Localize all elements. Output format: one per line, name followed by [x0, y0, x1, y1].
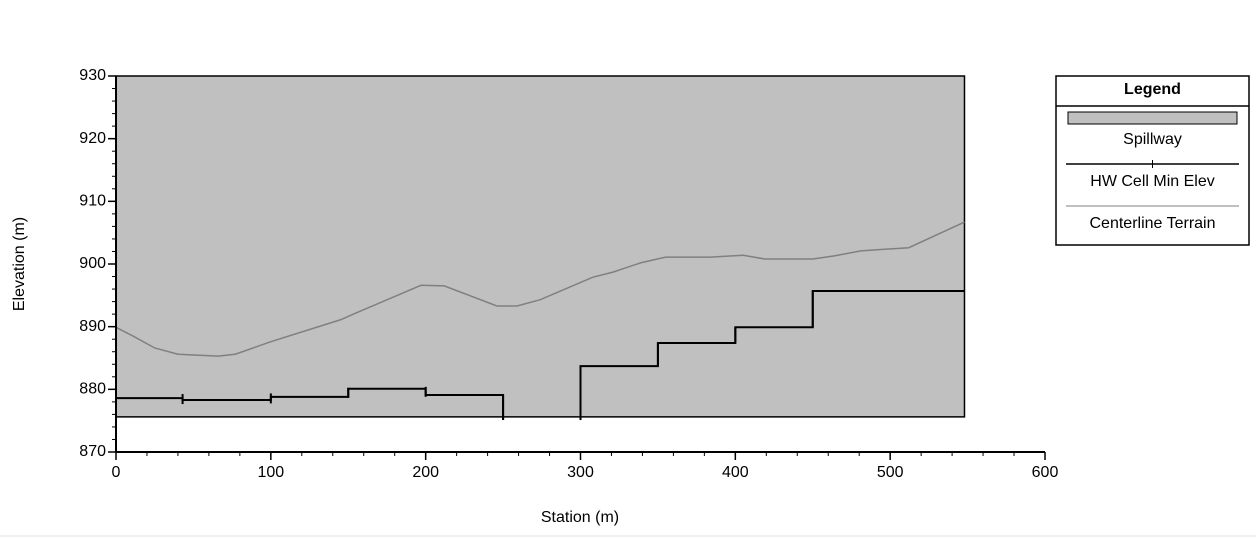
y-tick-label: 880 — [79, 381, 106, 398]
y-tick-label: 900 — [79, 255, 106, 272]
terrain-line — [115, 221, 965, 357]
y-tick-label: 930 — [79, 67, 106, 84]
y-tick-label: 870 — [79, 443, 106, 460]
legend-title: Legend — [1124, 81, 1181, 98]
y-tick-label: 920 — [79, 130, 106, 147]
y-tick-label: 910 — [79, 193, 106, 210]
legend-box — [1055, 75, 1250, 246]
legend-swatch — [1067, 111, 1238, 125]
spillway-area — [115, 75, 966, 418]
legend-label: HW Cell Min Elev — [1090, 173, 1214, 190]
legend-label: Centerline Terrain — [1090, 215, 1216, 232]
x-axis-label: Station (m) — [541, 509, 619, 526]
y-tick-label: 890 — [79, 318, 106, 335]
x-tick-label: 600 — [1032, 464, 1059, 481]
x-tick-label: 100 — [257, 464, 284, 481]
x-tick-label: 0 — [112, 464, 121, 481]
x-tick-label: 300 — [567, 464, 594, 481]
x-tick-label: 500 — [877, 464, 904, 481]
x-tick-label: 400 — [722, 464, 749, 481]
legend-label: Spillway — [1123, 131, 1182, 148]
y-axis-label: Elevation (m) — [11, 217, 28, 311]
x-tick-label: 200 — [412, 464, 439, 481]
